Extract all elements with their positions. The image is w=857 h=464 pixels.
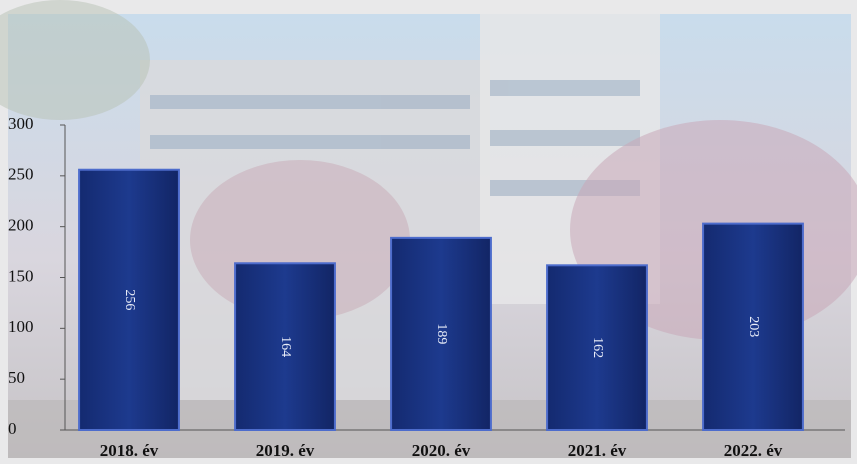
data-label: 256 bbox=[122, 289, 137, 310]
x-tick-label: 2018. év bbox=[100, 441, 159, 460]
bar bbox=[390, 236, 492, 431]
y-tick-label: 100 bbox=[8, 317, 34, 336]
y-tick-label: 0 bbox=[8, 419, 17, 438]
bar bbox=[546, 264, 648, 431]
y-tick-label: 300 bbox=[8, 114, 34, 133]
y-tick-label: 200 bbox=[8, 216, 34, 235]
y-tick-label: 150 bbox=[8, 266, 34, 285]
y-tick-label: 50 bbox=[8, 368, 25, 387]
bar bbox=[234, 262, 336, 431]
data-label: 203 bbox=[746, 316, 761, 337]
bar bbox=[702, 222, 804, 431]
data-label: 164 bbox=[278, 336, 293, 357]
x-tick-label: 2019. év bbox=[256, 441, 315, 460]
y-tick-label: 250 bbox=[8, 165, 34, 184]
data-label: 189 bbox=[434, 323, 449, 344]
bar bbox=[78, 168, 180, 431]
data-label: 162 bbox=[590, 337, 605, 358]
x-tick-label: 2021. év bbox=[568, 441, 627, 460]
x-tick-label: 2020. év bbox=[412, 441, 471, 460]
x-tick-label: 2022. év bbox=[724, 441, 783, 460]
